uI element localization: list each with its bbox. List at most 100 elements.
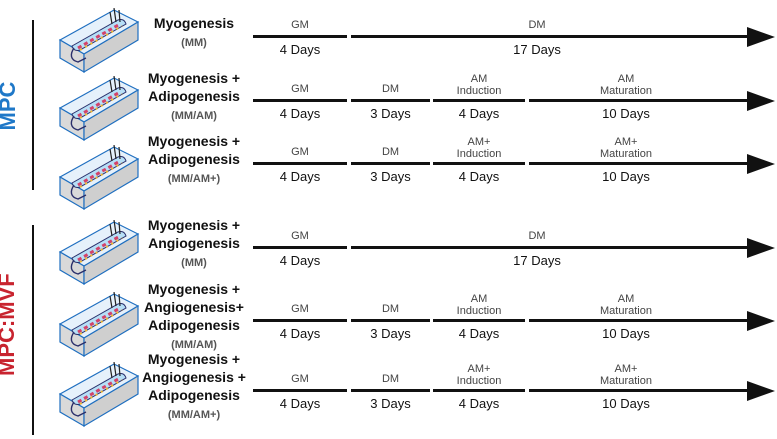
stage-label: GM: [250, 230, 350, 242]
timeline-segment: [433, 99, 525, 102]
condition-title-line: Adipogenesis: [148, 387, 240, 403]
stage-label: DM: [341, 83, 441, 95]
stage-label-line: DM: [528, 230, 546, 242]
bioreactor-chip-image: [56, 7, 142, 74]
condition-code: (MM/AM+): [167, 173, 221, 185]
stage-label-line: GM: [291, 230, 309, 242]
timeline: GM 4 Days DM 17 Days: [253, 217, 775, 277]
timeline-arrowhead: [747, 154, 775, 174]
stage-label-line: DM: [381, 303, 400, 315]
stage-label: AM+ Maturation: [576, 363, 676, 387]
timeline-arrowhead: [747, 311, 775, 331]
timeline: GM 4 Days DM 17 Days: [253, 6, 775, 66]
stage-label: AM Induction: [429, 293, 529, 317]
condition-label: Myogenesis + Angiogenesis+ Adipogenesis (MM…: [140, 280, 248, 354]
stage-label-line: GM: [291, 146, 309, 158]
stage-duration: 4 Days: [458, 169, 500, 184]
stage-duration: 10 Days: [602, 326, 650, 341]
timeline: GM 4 Days DM 3 Days AM+ Induction 4 Days AM+ Mat…: [253, 133, 775, 193]
stage-label-line: Induction: [456, 305, 502, 317]
stage-label-line: GM: [291, 83, 309, 95]
group-label-mpc-mvf: MPC:MVF: [0, 273, 19, 376]
stage-label-line: DM: [381, 146, 400, 158]
condition-title-line: Angiogenesis: [148, 235, 240, 251]
timeline-segment: [529, 319, 747, 322]
condition-label: Myogenesis + Adipogenesis (MM/AM): [140, 69, 248, 125]
stage-label: AM+ Induction: [429, 136, 529, 160]
timeline-segment: [253, 319, 347, 322]
bioreactor-chip-image: [56, 144, 142, 211]
stage-label: AM+ Maturation: [576, 136, 676, 160]
stage-label-line: AM+: [614, 136, 638, 148]
stage-duration: 4 Days: [279, 396, 321, 411]
stage-label-line: GM: [291, 303, 309, 315]
condition-title-line: Angiogenesis+: [144, 299, 244, 315]
bioreactor-chip-image: [56, 361, 142, 428]
timeline: GM 4 Days DM 3 Days AM Induction 4 Days AM Matur…: [253, 70, 775, 130]
timeline-segment: [253, 99, 347, 102]
stage-label-line: AM: [617, 293, 635, 305]
stage-label: AM Maturation: [576, 73, 676, 97]
timeline-segment: [433, 162, 525, 165]
stage-label: GM: [250, 146, 350, 158]
stage-label: AM Induction: [429, 73, 529, 97]
stage-label: DM: [487, 230, 587, 242]
stage-duration: 4 Days: [279, 326, 321, 341]
condition-code: (MM/AM+): [167, 409, 221, 421]
stage-label-line: Maturation: [600, 375, 652, 387]
stage-label: AM+ Induction: [429, 363, 529, 387]
timeline-segment: [351, 99, 430, 102]
stage-label-line: AM: [470, 293, 488, 305]
stage-label-line: Induction: [456, 85, 502, 97]
stage-duration: 10 Days: [602, 106, 650, 121]
stage-label: GM: [250, 83, 350, 95]
timeline-segment: [253, 389, 347, 392]
condition-code: (MM): [181, 257, 207, 269]
condition-title-line: Adipogenesis: [148, 151, 240, 167]
timeline: GM 4 Days DM 3 Days AM+ Induction 4 Days AM+ Mat…: [253, 360, 775, 420]
condition-title-line: Angiogenesis +: [142, 369, 246, 385]
condition-title-line: Myogenesis +: [147, 217, 241, 233]
stage-duration: 4 Days: [279, 253, 321, 268]
stage-label: DM: [487, 19, 587, 31]
stage-duration: 3 Days: [370, 396, 411, 411]
stage-label-line: AM+: [467, 136, 491, 148]
condition-label: Myogenesis + Angiogenesis + Adipogenesis (M…: [140, 350, 248, 424]
stage-label-line: AM+: [614, 363, 638, 375]
stage-duration: 17 Days: [513, 42, 561, 57]
stage-label: DM: [341, 303, 441, 315]
stage-label-line: DM: [381, 373, 400, 385]
bioreactor-chip-image: [56, 75, 142, 142]
condition-title-line: Myogenesis +: [147, 281, 241, 297]
stage-label: DM: [341, 373, 441, 385]
condition-code: (MM/AM): [171, 339, 217, 351]
timeline-segment: [529, 99, 747, 102]
stage-label: GM: [250, 303, 350, 315]
timeline-segment: [433, 319, 525, 322]
stage-duration: 4 Days: [458, 326, 500, 341]
stage-duration: 17 Days: [513, 253, 561, 268]
stage-label-line: Induction: [456, 148, 502, 160]
timeline-arrowhead: [747, 238, 775, 258]
stage-label-line: AM: [617, 73, 635, 85]
condition-code: (MM/AM): [171, 110, 217, 122]
stage-duration: 10 Days: [602, 169, 650, 184]
stage-label: GM: [250, 19, 350, 31]
stage-duration: 4 Days: [458, 106, 500, 121]
stage-label-line: DM: [381, 83, 400, 95]
stage-duration: 10 Days: [602, 396, 650, 411]
timeline-segment: [351, 389, 430, 392]
stage-label-line: Maturation: [600, 305, 652, 317]
stage-label-line: Induction: [456, 375, 502, 387]
condition-title-line: Myogenesis: [153, 15, 235, 31]
group-bar-mpc: [32, 20, 34, 190]
bioreactor-chip-image: [56, 219, 142, 286]
stage-label-line: Maturation: [600, 148, 652, 160]
stage-label: AM Maturation: [576, 293, 676, 317]
timeline-segment: [351, 35, 747, 38]
condition-label: Myogenesis (MM): [140, 14, 248, 52]
stage-duration: 4 Days: [458, 396, 500, 411]
timeline-segment: [351, 162, 430, 165]
condition-title-line: Adipogenesis: [148, 88, 240, 104]
group-bar-mpc-mvf: [32, 225, 34, 435]
